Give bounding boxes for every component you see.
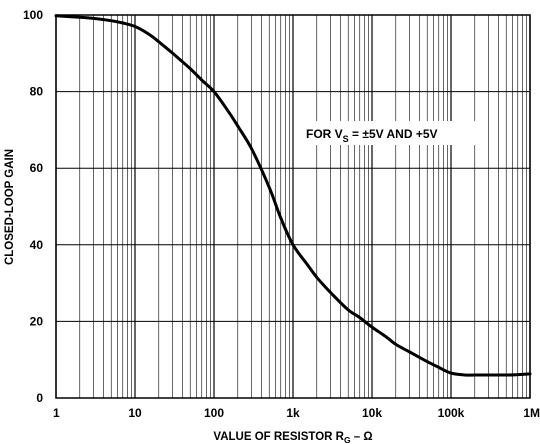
minor-grid <box>79 15 527 398</box>
y-tick-label: 40 <box>30 238 44 252</box>
x-axis-label-subscript: G <box>344 435 351 444</box>
x-axis-tick-labels: 1 10 100 1k 10k 100k 1M <box>53 406 540 420</box>
annotation-subscript: S <box>343 134 349 144</box>
x-tick-label: 1M <box>523 406 540 420</box>
x-tick-label: 100 <box>204 406 224 420</box>
x-axis-label-suffix: – Ω <box>351 431 373 443</box>
gain-curve-line <box>54 14 532 377</box>
x-tick-label: 10k <box>362 406 382 420</box>
x-axis-label-main: VALUE OF RESISTOR R <box>213 431 344 443</box>
y-axis-tick-labels: 0 20 40 60 80 100 <box>23 8 43 405</box>
x-tick-label: 100k <box>438 406 465 420</box>
annotation-text: FOR VS = ±5V AND +5V <box>306 127 438 144</box>
y-tick-label: 20 <box>30 314 44 328</box>
annotation-background <box>300 121 488 145</box>
x-tick-label: 1 <box>53 406 60 420</box>
y-axis-label: CLOSED-LOOP GAIN <box>4 149 16 265</box>
plot-frame <box>55 14 531 399</box>
annotation-suffix: = ±5V AND +5V <box>349 127 438 141</box>
annotation-prefix: FOR V <box>306 127 343 141</box>
y-tick-label: 60 <box>30 161 44 175</box>
x-tick-label: 1k <box>286 406 300 420</box>
x-tick-label: 10 <box>128 406 142 420</box>
y-tick-label: 100 <box>23 8 43 22</box>
y-tick-label: 0 <box>36 391 43 405</box>
y-tick-label: 80 <box>30 85 44 99</box>
x-axis-label: VALUE OF RESISTOR RG – Ω <box>213 431 372 444</box>
